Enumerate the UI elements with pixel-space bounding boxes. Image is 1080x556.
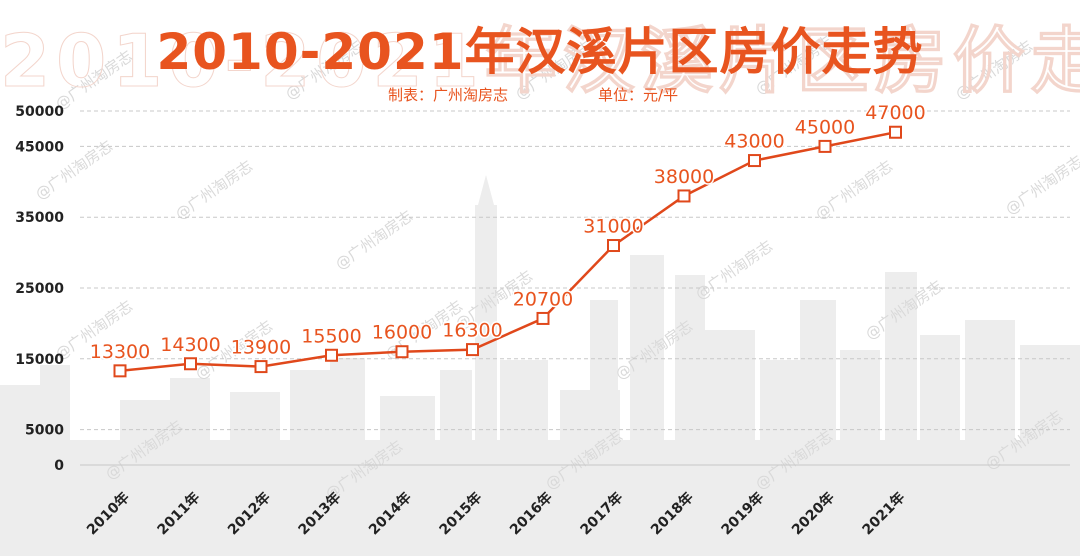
y-tick-label: 35000 (15, 210, 64, 226)
source-name: 广州淘房志 (433, 86, 509, 104)
watermark-text: @广州淘房志 (692, 237, 776, 303)
skyline-building (885, 272, 917, 465)
skyline-building (800, 300, 836, 465)
source-line: 制表：广州淘房志 (388, 84, 508, 105)
chart-title: 2010-2021年汉溪片区房价走势 (156, 23, 924, 81)
y-tick-label: 5000 (25, 423, 64, 439)
data-point-marker (184, 357, 197, 371)
data-point-marker (325, 348, 338, 362)
skyline-ground (0, 440, 1080, 556)
watermark-text: @广州淘房志 (172, 157, 256, 223)
unit-label: 单位： (598, 86, 644, 104)
data-point-marker (818, 139, 832, 153)
data-label: 13300 (90, 341, 150, 363)
watermark-text: @广州淘房志 (812, 157, 896, 223)
data-label: 38000 (654, 166, 714, 188)
data-label: 31000 (583, 216, 643, 238)
skyline-building (475, 205, 497, 465)
data-point-marker (677, 189, 691, 203)
data-label: 14300 (160, 334, 220, 356)
background-title-watermark: 2010-2021年汉溪片区房价走势 (0, 19, 1080, 104)
unit-value: 元/平 (643, 86, 679, 104)
series-layer: 13300 14300 13900 15500 16000 16300 20700 31000… (88, 101, 927, 378)
skyline-building (590, 300, 618, 465)
data-point-marker (466, 343, 479, 357)
data-point-marker (254, 360, 268, 374)
skyline-building (675, 275, 705, 465)
skyline-silhouette (0, 175, 1080, 556)
y-axis: 0 5000 15000 25000 35000 45000 50000 (15, 104, 64, 474)
data-point-marker (607, 239, 620, 253)
series-line (119, 131, 896, 373)
data-point-marker (889, 125, 902, 139)
data-point-marker (113, 364, 127, 378)
data-label: 13900 (231, 337, 291, 359)
y-tick-label: 15000 (15, 352, 64, 368)
source-label: 制表： (388, 86, 434, 104)
data-label: 45000 (795, 116, 855, 138)
watermark-text: @广州淘房志 (1002, 152, 1080, 218)
y-tick-label: 0 (54, 458, 64, 474)
data-label: 15500 (301, 325, 361, 347)
y-tick-label: 45000 (15, 139, 64, 155)
data-label: 16300 (442, 320, 502, 342)
y-tick-label: 25000 (15, 281, 64, 297)
data-label: 47000 (865, 102, 925, 124)
data-point-marker (748, 154, 761, 168)
data-point-marker (536, 311, 550, 325)
data-label: 16000 (372, 322, 432, 344)
skyline-tower-spire (478, 175, 494, 205)
data-label: 43000 (724, 131, 784, 153)
data-point-marker (395, 345, 409, 359)
unit-line: 单位：元/平 (598, 84, 678, 105)
data-label: 20700 (513, 288, 573, 310)
grid-lines (80, 110, 1070, 466)
y-tick-label: 50000 (15, 104, 64, 120)
